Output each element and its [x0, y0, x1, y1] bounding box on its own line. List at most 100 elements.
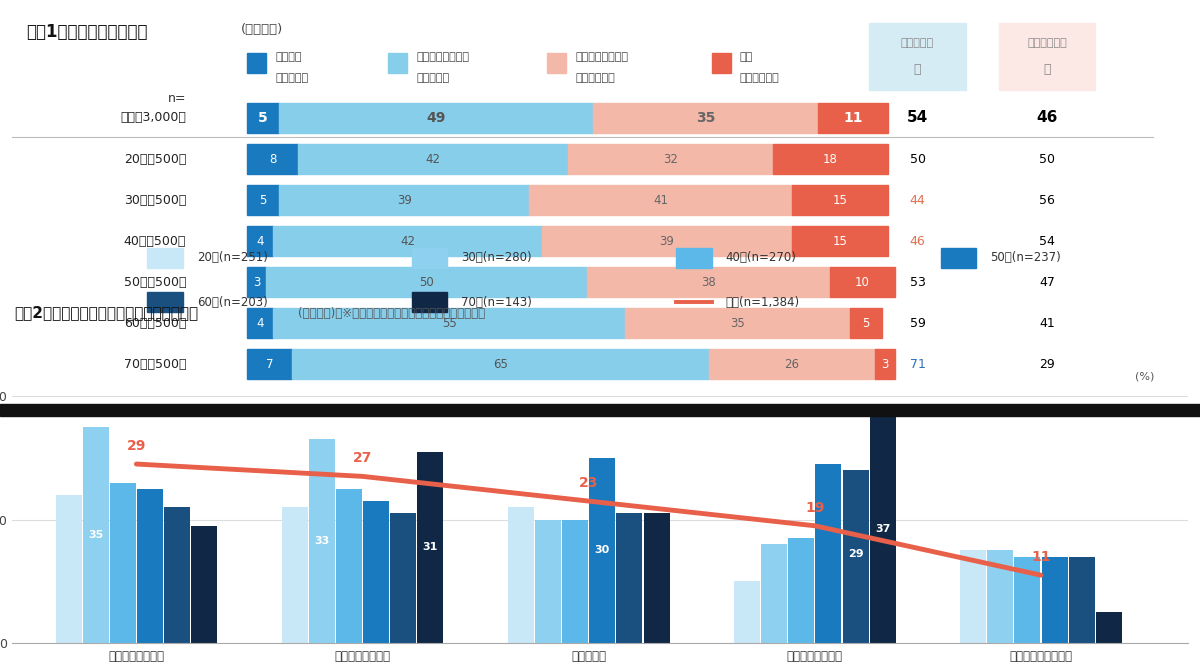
Text: できている: できている	[276, 73, 308, 83]
Text: できていない: できていない	[1027, 38, 1067, 48]
Text: 23: 23	[580, 476, 599, 490]
Bar	[247, 185, 280, 215]
Text: 26: 26	[785, 357, 799, 371]
Text: できている: できている	[901, 38, 934, 48]
Text: n=: n=	[168, 91, 186, 105]
Bar	[875, 349, 894, 379]
Text: 18: 18	[823, 152, 838, 166]
Text: 15: 15	[833, 235, 847, 247]
Bar	[55, 495, 82, 643]
Text: 31: 31	[422, 542, 438, 552]
Bar	[137, 489, 163, 643]
Text: 30代（500）: 30代（500）	[124, 194, 186, 207]
Text: 5: 5	[862, 317, 869, 330]
Text: 10: 10	[856, 276, 870, 288]
Text: 20代（500）: 20代（500）	[124, 152, 186, 166]
Text: 29: 29	[127, 439, 146, 453]
Bar	[1014, 557, 1040, 643]
Bar	[247, 103, 280, 133]
Text: 38: 38	[701, 276, 716, 288]
Text: (単一回答): (単一回答)	[241, 23, 283, 36]
Bar	[709, 349, 875, 379]
Bar	[247, 52, 266, 73]
Text: 65: 65	[493, 357, 508, 371]
Bar	[247, 349, 292, 379]
Bar	[280, 103, 593, 133]
Text: 47: 47	[1039, 276, 1055, 288]
Text: 50: 50	[910, 152, 925, 166]
Bar	[83, 427, 109, 643]
Text: どちらかといえば: どちらかといえば	[416, 52, 469, 62]
Bar	[508, 507, 534, 643]
Bar	[390, 513, 416, 643]
Text: 4: 4	[257, 317, 264, 330]
Bar	[850, 308, 882, 338]
Text: 55: 55	[442, 317, 456, 330]
Text: 5: 5	[258, 111, 268, 125]
Bar	[412, 248, 448, 268]
Bar	[815, 464, 841, 643]
Text: 33: 33	[314, 536, 330, 546]
Bar	[418, 452, 444, 643]
Text: (複数回答)　※ベース：自宅の防範対策ができていない人: (複数回答) ※ベース：自宅の防範対策ができていない人	[298, 307, 485, 320]
Text: 50: 50	[419, 276, 434, 288]
Text: (%): (%)	[1135, 371, 1154, 381]
Text: 41: 41	[1039, 317, 1055, 330]
Bar	[677, 248, 712, 268]
Bar	[1042, 557, 1068, 643]
Bar	[712, 52, 731, 73]
Bar	[535, 520, 562, 643]
Bar	[191, 526, 217, 643]
Bar	[842, 470, 869, 643]
Text: 56: 56	[1039, 194, 1055, 207]
Text: 8: 8	[269, 152, 276, 166]
Text: できている: できている	[416, 73, 450, 83]
Text: 20代(n=251): 20代(n=251)	[197, 251, 268, 265]
Bar	[625, 308, 850, 338]
Text: 計: 計	[913, 63, 922, 76]
Bar	[547, 52, 566, 73]
Text: 49: 49	[426, 111, 446, 125]
Bar	[869, 23, 966, 90]
Text: 30: 30	[595, 546, 610, 556]
Text: 35: 35	[696, 111, 715, 125]
Bar	[412, 292, 448, 312]
Bar	[148, 292, 182, 312]
Text: 39: 39	[660, 235, 674, 247]
Text: 全く: 全く	[740, 52, 754, 62]
Bar	[761, 544, 787, 643]
Bar	[960, 550, 986, 643]
Text: 15: 15	[833, 194, 847, 207]
Text: 5: 5	[259, 194, 266, 207]
Bar	[734, 581, 760, 643]
Bar	[247, 145, 299, 174]
Bar	[272, 226, 542, 256]
Text: 29: 29	[1039, 357, 1055, 371]
Bar	[830, 267, 894, 297]
Text: 46: 46	[1036, 111, 1057, 125]
Bar	[282, 507, 307, 643]
Text: 60代（500）: 60代（500）	[124, 317, 186, 330]
Bar	[589, 458, 616, 643]
Text: ＜図1＞自宅の防範対策度: ＜図1＞自宅の防範対策度	[26, 23, 148, 41]
Text: 32: 32	[662, 152, 678, 166]
Text: 59: 59	[910, 317, 925, 330]
Text: 11: 11	[1031, 550, 1051, 564]
Text: 11: 11	[844, 111, 863, 125]
Bar	[280, 185, 529, 215]
Bar	[164, 507, 190, 643]
Text: 54: 54	[907, 111, 928, 125]
Bar	[336, 489, 362, 643]
Bar	[788, 538, 815, 643]
Bar	[1069, 557, 1094, 643]
Bar	[247, 308, 272, 338]
Text: 44: 44	[910, 194, 925, 207]
Text: 27: 27	[353, 452, 372, 465]
Bar	[247, 267, 266, 297]
Text: 35: 35	[88, 530, 103, 540]
Bar	[292, 349, 709, 379]
Text: 全体（3,000）: 全体（3,000）	[120, 111, 186, 125]
Text: できていない: できていない	[575, 73, 616, 83]
Text: 42: 42	[426, 152, 440, 166]
Text: 37: 37	[875, 524, 890, 534]
